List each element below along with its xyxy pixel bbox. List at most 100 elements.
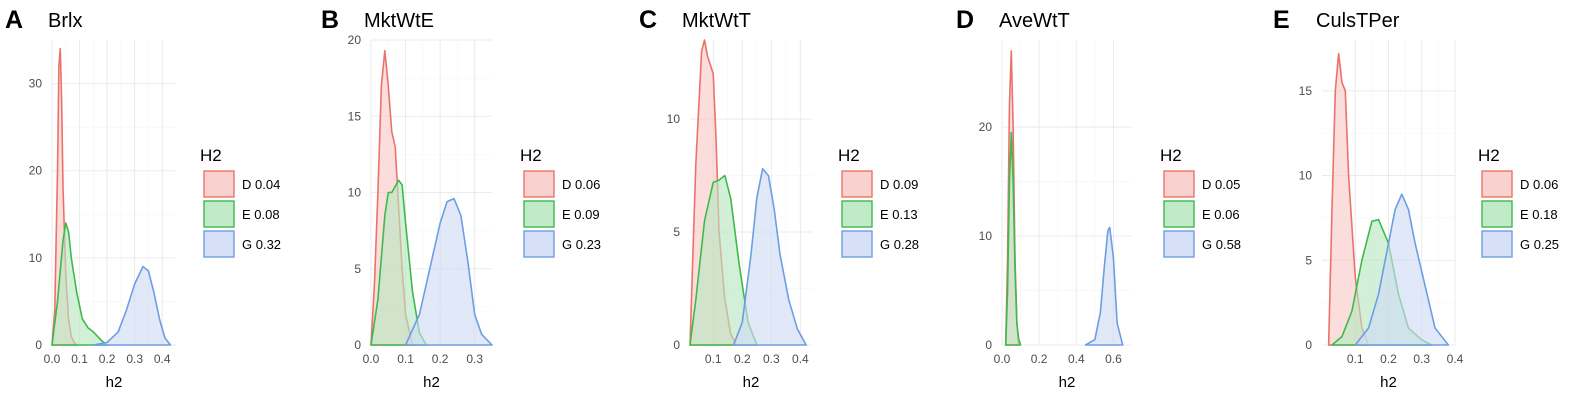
x-tick-label: 0.1 bbox=[397, 352, 414, 366]
x-tick-label: 0.0 bbox=[994, 352, 1011, 366]
density-g bbox=[1084, 226, 1124, 346]
legend-label: G 0.58 bbox=[1202, 237, 1241, 252]
x-tick-label: 0.2 bbox=[1031, 352, 1048, 366]
x-tick-label: 0.4 bbox=[792, 352, 809, 366]
legend-label: E 0.08 bbox=[242, 207, 280, 222]
legend: H2 D 0.06 E 0.18 G 0.25 bbox=[1478, 146, 1559, 258]
panel-title: MktWtT bbox=[682, 10, 751, 32]
legend-key-d bbox=[523, 170, 555, 198]
y-tick-label: 10 bbox=[29, 251, 43, 265]
legend-key-e bbox=[1481, 200, 1513, 228]
density-e bbox=[51, 222, 108, 346]
y-tick-label: 5 bbox=[673, 225, 680, 239]
y-tick-label: 15 bbox=[1299, 84, 1313, 98]
panel-title: Brlx bbox=[48, 10, 82, 32]
legend-label: E 0.18 bbox=[1520, 207, 1558, 222]
x-tick-label: 0.2 bbox=[432, 352, 449, 366]
legend-key-g bbox=[841, 230, 873, 258]
y-tick-label: 0 bbox=[985, 338, 992, 352]
panel-e: 0.1 0.2 0.3 0.4 0 5 10 15 h2 E CulsTPer H2 D 0.06 E 0… bbox=[1273, 6, 1559, 391]
x-axis-title: h2 bbox=[1380, 374, 1397, 391]
legend-label: G 0.28 bbox=[880, 237, 919, 252]
y-tick-label: 0 bbox=[35, 338, 42, 352]
x-tick-label: 0.2 bbox=[734, 352, 751, 366]
legend-key-g bbox=[523, 230, 555, 258]
y-tick-label: 20 bbox=[29, 164, 43, 178]
legend-label: E 0.09 bbox=[562, 207, 600, 222]
panel-letter: C bbox=[639, 6, 657, 34]
y-tick-label: 0 bbox=[1305, 338, 1312, 352]
legend: H2 D 0.04 E 0.08 G 0.32 bbox=[200, 146, 281, 258]
legend-label: D 0.06 bbox=[562, 177, 600, 192]
y-tick-label: 15 bbox=[348, 109, 362, 123]
x-tick-label: 0.3 bbox=[1413, 352, 1430, 366]
x-tick-label: 0.1 bbox=[1347, 352, 1364, 366]
y-tick-label: 5 bbox=[354, 262, 361, 276]
panel-title: AveWtT bbox=[999, 10, 1070, 32]
panel-letter: A bbox=[5, 6, 23, 34]
legend-label: D 0.05 bbox=[1202, 177, 1240, 192]
panel-letter: E bbox=[1273, 6, 1290, 34]
legend-title: H2 bbox=[200, 146, 222, 165]
panel-letter: B bbox=[321, 6, 339, 34]
density-g bbox=[1354, 193, 1450, 346]
legend-title: H2 bbox=[838, 146, 860, 165]
legend-title: H2 bbox=[520, 146, 542, 165]
x-axis-title: h2 bbox=[423, 374, 440, 391]
legend-label: G 0.32 bbox=[242, 237, 281, 252]
legend: H2 D 0.05 E 0.06 G 0.58 bbox=[1160, 146, 1241, 258]
density-g bbox=[404, 197, 493, 346]
density-g bbox=[92, 265, 172, 346]
legend-key-g bbox=[1163, 230, 1195, 258]
panel-title: MktWtE bbox=[364, 10, 434, 32]
legend-key-e bbox=[203, 200, 235, 228]
y-tick-label: 20 bbox=[348, 33, 362, 47]
x-tick-label: 0.4 bbox=[154, 352, 171, 366]
x-tick-label: 0.3 bbox=[466, 352, 483, 366]
x-tick-label: 0.2 bbox=[99, 352, 116, 366]
x-tick-label: 0.6 bbox=[1105, 352, 1122, 366]
density-g bbox=[732, 167, 807, 346]
legend-key-g bbox=[203, 230, 235, 258]
x-axis-title: h2 bbox=[743, 374, 760, 391]
x-tick-label: 0.4 bbox=[1447, 352, 1464, 366]
density-e bbox=[1004, 131, 1022, 346]
legend-title: H2 bbox=[1160, 146, 1182, 165]
legend-label: D 0.09 bbox=[880, 177, 918, 192]
y-tick-label: 10 bbox=[348, 186, 362, 200]
legend-key-e bbox=[841, 200, 873, 228]
y-tick-label: 20 bbox=[979, 120, 993, 134]
x-tick-label: 0.1 bbox=[705, 352, 722, 366]
legend-key-d bbox=[841, 170, 873, 198]
x-axis-title: h2 bbox=[1059, 374, 1076, 391]
legend: H2 D 0.09 E 0.13 G 0.28 bbox=[838, 146, 919, 258]
panel-letter: D bbox=[956, 6, 974, 34]
y-tick-label: 5 bbox=[1305, 253, 1312, 267]
panel-b: 0.0 0.1 0.2 0.3 0 5 10 15 20 h2 B MktWtE H2 D 0.06 E 0… bbox=[321, 6, 601, 391]
panel-title: CulsTPer bbox=[1316, 10, 1400, 32]
panel-d: 0.0 0.2 0.4 0.6 0 10 20 h2 D AveWtT H2 D 0.05 E 0.06… bbox=[956, 6, 1241, 391]
legend-label: E 0.13 bbox=[880, 207, 918, 222]
panel-c: 0.1 0.2 0.3 0.4 0 5 10 h2 C MktWtT H2 D 0.09 E 0.13 G… bbox=[639, 6, 919, 391]
y-tick-label: 0 bbox=[354, 338, 361, 352]
legend-key-e bbox=[523, 200, 555, 228]
x-tick-label: 0.3 bbox=[126, 352, 143, 366]
legend-key-g bbox=[1481, 230, 1513, 258]
x-tick-label: 0.3 bbox=[763, 352, 780, 366]
x-tick-label: 0.2 bbox=[1380, 352, 1397, 366]
legend-key-d bbox=[203, 170, 235, 198]
y-tick-label: 30 bbox=[29, 77, 43, 91]
x-tick-label: 0.4 bbox=[1068, 352, 1085, 366]
legend-label: G 0.25 bbox=[1520, 237, 1559, 252]
x-tick-label: 0.1 bbox=[71, 352, 88, 366]
panel-a: 0.0 0.1 0.2 0.3 0.4 0 10 20 30 h2 A Brlx H2 D 0.04 E 0… bbox=[5, 6, 281, 391]
y-tick-label: 10 bbox=[979, 229, 993, 243]
x-tick-label: 0.0 bbox=[363, 352, 380, 366]
x-tick-label: 0.0 bbox=[44, 352, 61, 366]
legend-key-d bbox=[1163, 170, 1195, 198]
legend-label: G 0.23 bbox=[562, 237, 601, 252]
legend-title: H2 bbox=[1478, 146, 1500, 165]
legend: H2 D 0.06 E 0.09 G 0.23 bbox=[520, 146, 601, 258]
legend-key-d bbox=[1481, 170, 1513, 198]
